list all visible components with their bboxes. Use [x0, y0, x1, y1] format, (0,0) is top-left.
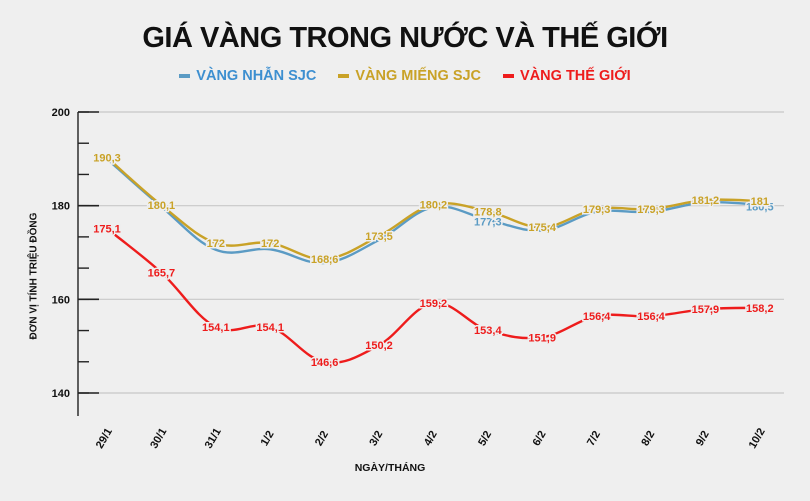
legend-swatch-icon: [503, 74, 515, 78]
data-label: 157,9: [692, 304, 720, 316]
x-tick-label: 8/2: [639, 429, 657, 448]
x-tick-label: 7/2: [585, 429, 603, 448]
data-label: 154,1: [256, 322, 284, 334]
legend-label: VÀNG THẾ GIỚI: [520, 68, 631, 84]
data-label: 180,2: [420, 200, 448, 212]
series-line-vang-the-gioi: [106, 227, 760, 364]
data-label: 190,3: [93, 152, 121, 164]
legend-swatch-icon: [179, 74, 191, 78]
x-tick-label: 2/2: [313, 429, 331, 448]
data-label: 179,3: [583, 204, 611, 216]
data-label: 173,5: [365, 231, 393, 243]
data-label: 159,2: [420, 298, 448, 310]
chart-title: GIÁ VÀNG TRONG NƯỚC VÀ THẾ GIỚI: [142, 22, 668, 54]
y-tick-label: 160: [52, 294, 70, 306]
data-label: 154,1: [202, 322, 230, 334]
data-label: 180,1: [148, 200, 176, 212]
y-tick-label: 200: [52, 107, 70, 119]
data-label: 179,3: [637, 204, 665, 216]
data-label: 181,2: [692, 195, 720, 207]
data-label: 150,2: [365, 340, 393, 352]
y-tick-label: 140: [52, 388, 70, 400]
x-tick-label: 9/2: [694, 429, 712, 448]
chart-legend: VÀNG NHẪN SJC VÀNG MIẾNG SJC VÀNG THẾ GI…: [0, 68, 810, 84]
data-label: 153,4: [474, 325, 502, 337]
data-label: 175,1: [93, 224, 121, 236]
data-label: 156,4: [583, 311, 611, 323]
x-tick-label: 6/2: [531, 429, 549, 448]
data-label: 177,3: [474, 216, 502, 228]
x-tick-label: 4/2: [422, 429, 440, 448]
legend-item-vang-nhan-sjc: VÀNG NHẪN SJC: [179, 68, 316, 84]
data-label: 165,7: [148, 268, 176, 280]
data-label: 158,2: [746, 303, 774, 315]
x-tick-label: 1/2: [259, 429, 277, 448]
data-label: 180,5: [746, 201, 774, 213]
legend-item-vang-the-gioi: VÀNG THẾ GIỚI: [503, 68, 631, 84]
legend-label: VÀNG NHẪN SJC: [196, 68, 317, 84]
series-line-vang-mieng-sjc: [106, 156, 760, 261]
data-label: 175,4: [528, 222, 556, 234]
data-label: 146,6: [311, 357, 339, 369]
legend-label: VÀNG MIẾNG SJC: [355, 68, 482, 84]
x-tick-label: 29/1: [94, 426, 115, 451]
data-label: 181: [751, 196, 769, 208]
data-label: 156,4: [637, 311, 665, 323]
data-label: 151,9: [528, 332, 556, 344]
data-label: 172: [207, 238, 225, 250]
legend-item-vang-mieng-sjc: VÀNG MIẾNG SJC: [338, 68, 481, 84]
x-tick-label: 31/1: [203, 426, 224, 451]
x-tick-label: 3/2: [367, 429, 385, 448]
x-tick-label: 5/2: [476, 429, 494, 448]
series-line-vang-nhan-sjc: [106, 158, 760, 265]
y-tick-label: 180: [52, 201, 70, 213]
data-label: 178,8: [474, 206, 502, 218]
data-label: 168,6: [311, 254, 339, 266]
data-label: 172: [261, 238, 279, 250]
x-tick-label: 30/1: [148, 426, 169, 451]
x-axis-title: NGÀY/THÁNG: [354, 462, 426, 474]
x-tick-label: 10/2: [747, 426, 768, 451]
legend-swatch-icon: [338, 74, 350, 78]
